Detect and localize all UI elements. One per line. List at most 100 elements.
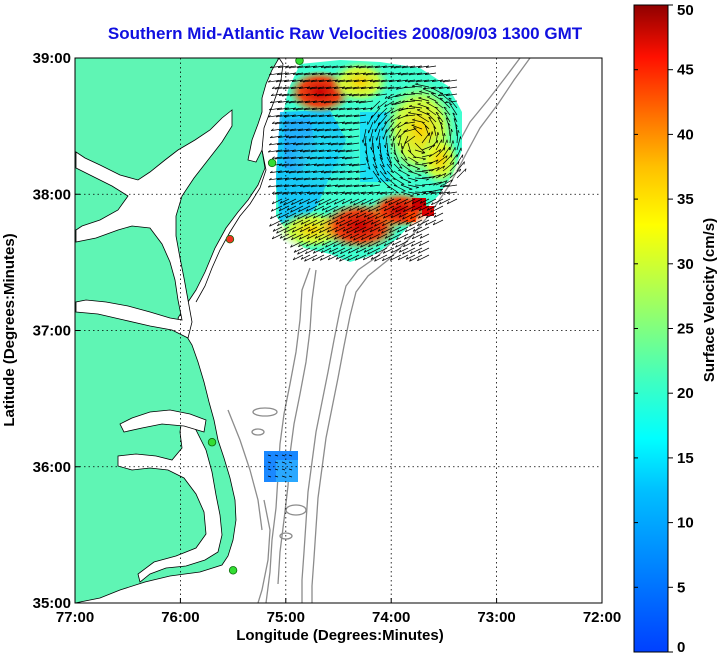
velocity-arrow-head (291, 79, 295, 82)
velocity-arrow (359, 65, 374, 69)
velocity-arrow (361, 198, 374, 206)
velocity-arrow (411, 205, 423, 212)
velocity-arrow-head (277, 170, 281, 173)
velocity-arrow-head (313, 243, 317, 247)
velocity-arrow-head (333, 244, 336, 248)
velocity-arrow-head (377, 146, 379, 150)
velocity-arrow-head (298, 86, 302, 89)
velocity-arrow (419, 233, 430, 239)
velocity-arrow (276, 184, 290, 188)
velocity-arrow-head (355, 100, 359, 103)
velocity-arrow-head (333, 236, 337, 240)
velocity-arrow-head (320, 135, 324, 138)
velocity-arrow (318, 156, 332, 160)
velocity-arrow (386, 156, 393, 166)
velocity-arrow-head (303, 72, 307, 76)
velocity-arrow (401, 107, 416, 110)
velocity-arrow (275, 156, 290, 160)
velocity-arrow (384, 93, 395, 99)
velocity-arrow (391, 107, 402, 114)
velocity-arrow-head (355, 215, 359, 219)
velocity-arrow-head (320, 250, 324, 254)
velocity-arrow (411, 92, 423, 95)
velocity-arrow (439, 97, 451, 109)
velocity-arrow (321, 240, 332, 246)
velocity-arrow-head (375, 93, 379, 96)
velocity-arrow-head (312, 250, 316, 254)
velocity-arrow-head (378, 180, 382, 183)
velocity-arrow-head (290, 209, 293, 213)
velocity-arrow (388, 198, 402, 206)
velocity-arrow-head (433, 126, 437, 129)
velocity-arrow (444, 112, 451, 123)
velocity-arrow (324, 170, 339, 174)
velocity-arrow-head (418, 208, 422, 212)
velocity-arrow-head (391, 102, 394, 106)
velocity-arrow (452, 112, 458, 123)
velocity-arrow-head (356, 207, 360, 211)
eastern-shore (195, 149, 267, 303)
velocity-arrow-head (426, 207, 430, 211)
velocity-arrow (314, 233, 325, 239)
velocity-arrow (389, 226, 402, 234)
velocity-arrow-head (326, 114, 330, 117)
velocity-arrow (443, 184, 458, 188)
velocity-arrow-head (276, 72, 280, 76)
velocity-arrow (390, 219, 402, 226)
velocity-arrow-head (344, 191, 348, 195)
velocity-arrow (439, 198, 451, 205)
velocity-arrow (306, 205, 318, 212)
velocity-arrow (421, 190, 432, 193)
velocity-arrow (338, 184, 353, 188)
velocity-arrow-head (304, 170, 308, 174)
velocity-arrow (435, 165, 445, 172)
velocity-arrow-head (316, 128, 320, 132)
velocity-arrow (414, 184, 426, 187)
map-title: Southern Mid-Atlantic Raw Velocities 200… (108, 24, 583, 43)
velocity-arrow (275, 86, 290, 90)
velocity-arrow-head (309, 156, 313, 160)
velocity-arrow-head (421, 152, 425, 154)
velocity-arrow (281, 461, 286, 464)
velocity-arrow (396, 198, 409, 206)
velocity-arrow-head (432, 176, 436, 179)
velocity-arrow-head (341, 86, 345, 89)
velocity-arrow-head (444, 100, 448, 104)
velocity-arrow (384, 205, 395, 212)
velocity-arrow (313, 212, 325, 219)
velocity-arrow-head (291, 114, 295, 117)
velocity-arrow-head (305, 128, 309, 131)
velocity-arrow (404, 121, 416, 125)
velocity-arrow (456, 130, 459, 144)
velocity-arrow (362, 226, 374, 233)
velocity-arrow (381, 121, 388, 131)
velocity-arrow (306, 240, 318, 247)
velocity-arrow (318, 86, 332, 90)
velocity-arrow (435, 112, 444, 123)
velocity-arrow-head (398, 134, 400, 138)
velocity-arrow-head (282, 86, 286, 90)
velocity-arrow (272, 198, 283, 205)
velocity-arrow-head (318, 79, 322, 83)
velocity-arrow-head (411, 201, 415, 205)
velocity-arrow (307, 198, 318, 205)
velocity-arrow (407, 149, 417, 159)
velocity-arrow (433, 126, 437, 137)
velocity-arrow-head (297, 251, 300, 255)
velocity-arrow-head (304, 135, 308, 139)
velocity-arrow-head (448, 122, 451, 126)
velocity-arrow (369, 233, 381, 240)
velocity-arrow (283, 198, 297, 206)
velocity-arrow-head (267, 79, 271, 83)
velocity-arrow-head (374, 223, 377, 227)
velocity-arrow-head (377, 105, 380, 109)
velocity-arrow (328, 247, 339, 253)
velocity-arrow-head (319, 257, 323, 261)
velocity-arrow-head (362, 72, 366, 75)
velocity-arrow-head (334, 229, 338, 233)
velocity-arrow (347, 254, 360, 262)
velocity-arrow-head (398, 169, 402, 172)
velocity-arrow (279, 198, 290, 204)
velocity-arrow-head (275, 114, 279, 118)
velocity-arrow (362, 128, 367, 143)
